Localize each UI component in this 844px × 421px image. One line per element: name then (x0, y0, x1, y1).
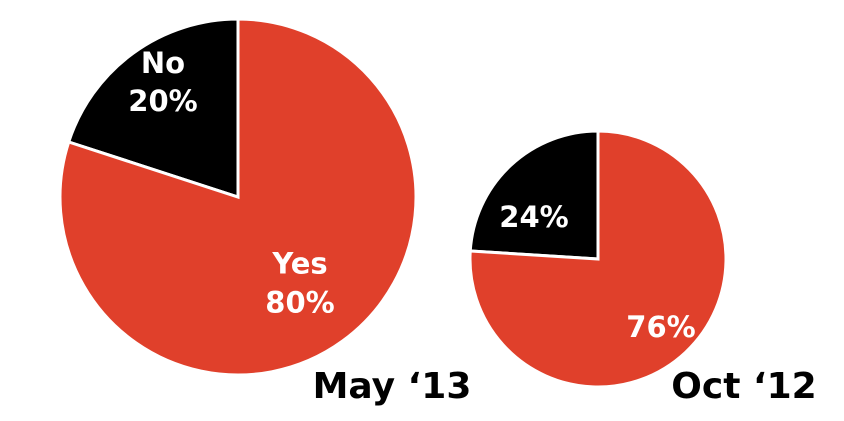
slice-label-yes-line-1: 80% (265, 286, 334, 320)
pie-slice-no (66, 17, 240, 200)
chart-title: Oct ‘12 (671, 366, 816, 407)
pie-chart-oct-12: 24% 76% Oct ‘12 (468, 129, 817, 407)
slice-label-slice-1-line-0: 76% (626, 310, 695, 344)
slice-label-slice-0-line-0: 24% (499, 200, 568, 234)
chart-title: May ‘13 (313, 366, 472, 407)
pie-chart-may-13: No 20% Yes 80% May ‘13 (58, 17, 472, 407)
slice-label-yes-line-0: Yes (271, 247, 327, 281)
slice-label-no-line-0: No (141, 46, 185, 80)
pie-slice-slice-0 (468, 129, 600, 261)
pie-slice-yes (58, 17, 418, 377)
pie-slice-slice-1 (468, 129, 728, 389)
slice-label-no-line-1: 20% (128, 84, 197, 118)
